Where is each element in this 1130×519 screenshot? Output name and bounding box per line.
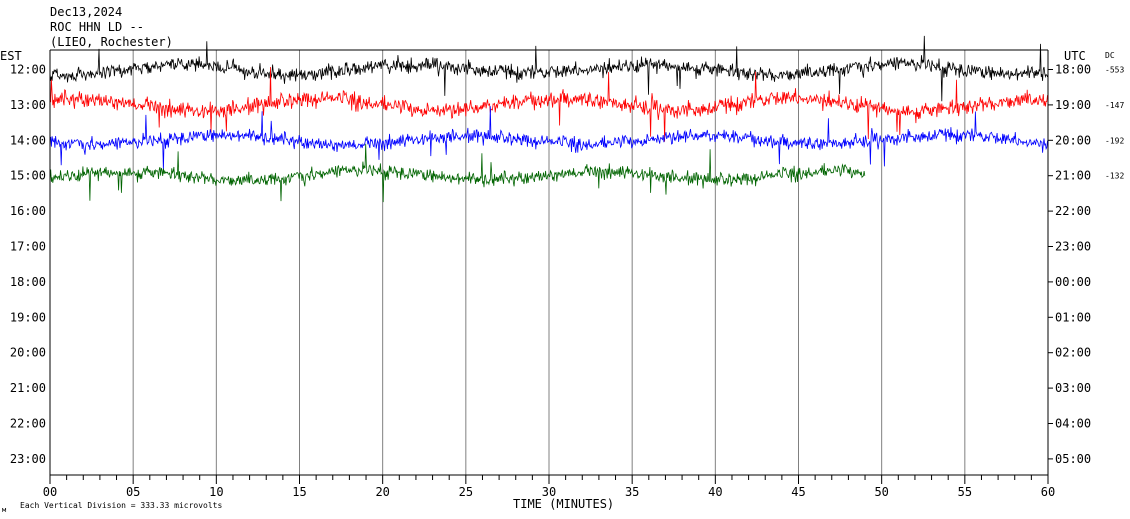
chart-date: Dec13,2024 [50,5,122,19]
chart-location: (LIEO, Rochester) [50,35,173,49]
x-tick-label: 35 [625,485,639,499]
x-tick-label: 25 [459,485,473,499]
left-hour-label: 20:00 [10,346,46,360]
dc-label: DC [1105,51,1115,60]
x-tick-label: 45 [791,485,805,499]
left-hour-label: 21:00 [10,381,46,395]
x-tick-label: 15 [292,485,306,499]
chart-station: ROC HHN LD -- [50,20,144,34]
x-tick-label: 00 [43,485,57,499]
left-hour-label: 18:00 [10,275,46,289]
tick-layer [49,69,1053,484]
right-hour-label: 22:00 [1055,204,1091,218]
right-hour-label: 00:00 [1055,275,1091,289]
dc-value-label: -192 [1105,136,1124,145]
right-hour-label: 01:00 [1055,310,1091,324]
left-hour-label: 13:00 [10,98,46,112]
x-tick-label: 05 [126,485,140,499]
seismic-trace [49,35,1048,102]
dc-value-label: -147 [1105,101,1124,110]
footer-mark: м [2,506,7,514]
right-hour-label: 03:00 [1055,381,1091,395]
right-hour-label: 18:00 [1055,63,1091,77]
seismic-trace [49,143,866,203]
x-tick-label: 30 [542,485,556,499]
left-hour-label: 12:00 [10,63,46,77]
seismic-trace [49,106,1048,171]
right-hour-label: 23:00 [1055,240,1091,254]
trace-layer [49,35,1048,203]
right-hour-label: 20:00 [1055,133,1091,147]
right-hour-label: 19:00 [1055,98,1091,112]
x-tick-label: 20 [375,485,389,499]
footer-scale-note: Each Vertical Division = 333.33 microvol… [20,501,222,510]
right-hour-label: 21:00 [1055,169,1091,183]
x-tick-label: 10 [209,485,223,499]
left-hour-label: 14:00 [10,133,46,147]
x-axis-title: TIME (MINUTES) [513,497,614,511]
x-tick-label: 55 [958,485,972,499]
left-hour-label: 23:00 [10,452,46,466]
x-tick-label: 50 [874,485,888,499]
right-hour-label: 05:00 [1055,452,1091,466]
x-tick-label: 60 [1041,485,1055,499]
left-hour-label: 19:00 [10,310,46,324]
right-hour-label: 04:00 [1055,417,1091,431]
left-axis-label: EST [0,49,22,63]
dc-value-label: -132 [1105,172,1124,181]
x-tick-label: 40 [708,485,722,499]
left-hour-label: 22:00 [10,417,46,431]
left-hour-label: 16:00 [10,204,46,218]
grid-layer [132,50,966,475]
seismic-trace [49,66,1048,142]
left-hour-label: 15:00 [10,169,46,183]
right-hour-label: 02:00 [1055,346,1091,360]
left-hour-label: 17:00 [10,240,46,254]
right-axis-label: UTC [1064,49,1086,63]
dc-value-label: -553 [1105,66,1124,75]
